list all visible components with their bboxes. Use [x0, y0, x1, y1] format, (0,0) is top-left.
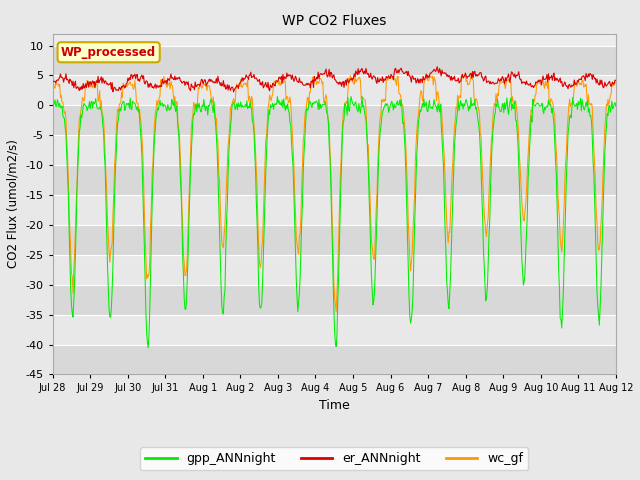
wc_gf — [49, 82, 56, 87]
er_ANNnight — [230, 89, 237, 95]
gpp_ANNnight — [175, 133, 182, 139]
wc_gf — [422, 71, 430, 76]
wc_gf — [404, 185, 412, 191]
wc_gf — [332, 309, 340, 314]
Y-axis label: CO2 Flux (umol/m2/s): CO2 Flux (umol/m2/s) — [7, 140, 20, 268]
gpp_ANNnight — [59, 112, 67, 118]
wc_gf — [420, 81, 428, 87]
Bar — [52, 285, 616, 314]
er_ANNnight — [204, 79, 212, 85]
gpp_ANNnight — [205, 103, 212, 108]
Bar — [52, 75, 616, 105]
er_ANNnight — [404, 72, 412, 78]
Bar — [52, 225, 616, 255]
Text: WP_processed: WP_processed — [61, 46, 156, 59]
wc_gf — [204, 83, 212, 88]
Title: WP CO2 Fluxes: WP CO2 Fluxes — [282, 14, 387, 28]
wc_gf — [174, 122, 182, 128]
er_ANNnight — [117, 87, 125, 93]
Legend: gpp_ANNnight, er_ANNnight, wc_gf: gpp_ANNnight, er_ANNnight, wc_gf — [140, 447, 528, 470]
gpp_ANNnight — [49, 101, 56, 107]
Bar — [52, 195, 616, 225]
er_ANNnight — [420, 77, 428, 83]
er_ANNnight — [49, 79, 56, 85]
X-axis label: Time: Time — [319, 399, 349, 412]
er_ANNnight — [433, 64, 441, 70]
wc_gf — [59, 99, 67, 105]
gpp_ANNnight — [274, 94, 282, 99]
gpp_ANNnight — [421, 104, 429, 109]
Line: gpp_ANNnight: gpp_ANNnight — [52, 96, 616, 348]
wc_gf — [612, 80, 620, 85]
Bar — [52, 255, 616, 285]
gpp_ANNnight — [404, 264, 412, 269]
gpp_ANNnight — [117, 108, 125, 114]
Bar — [52, 135, 616, 165]
Line: wc_gf: wc_gf — [52, 73, 616, 312]
er_ANNnight — [174, 75, 182, 81]
Bar — [52, 165, 616, 195]
er_ANNnight — [612, 77, 620, 83]
Bar — [52, 46, 616, 75]
gpp_ANNnight — [145, 345, 152, 351]
Bar — [52, 345, 616, 374]
Bar — [52, 314, 616, 345]
Line: er_ANNnight: er_ANNnight — [52, 67, 616, 92]
Bar — [52, 105, 616, 135]
gpp_ANNnight — [612, 103, 620, 109]
wc_gf — [117, 100, 125, 106]
er_ANNnight — [59, 75, 67, 81]
